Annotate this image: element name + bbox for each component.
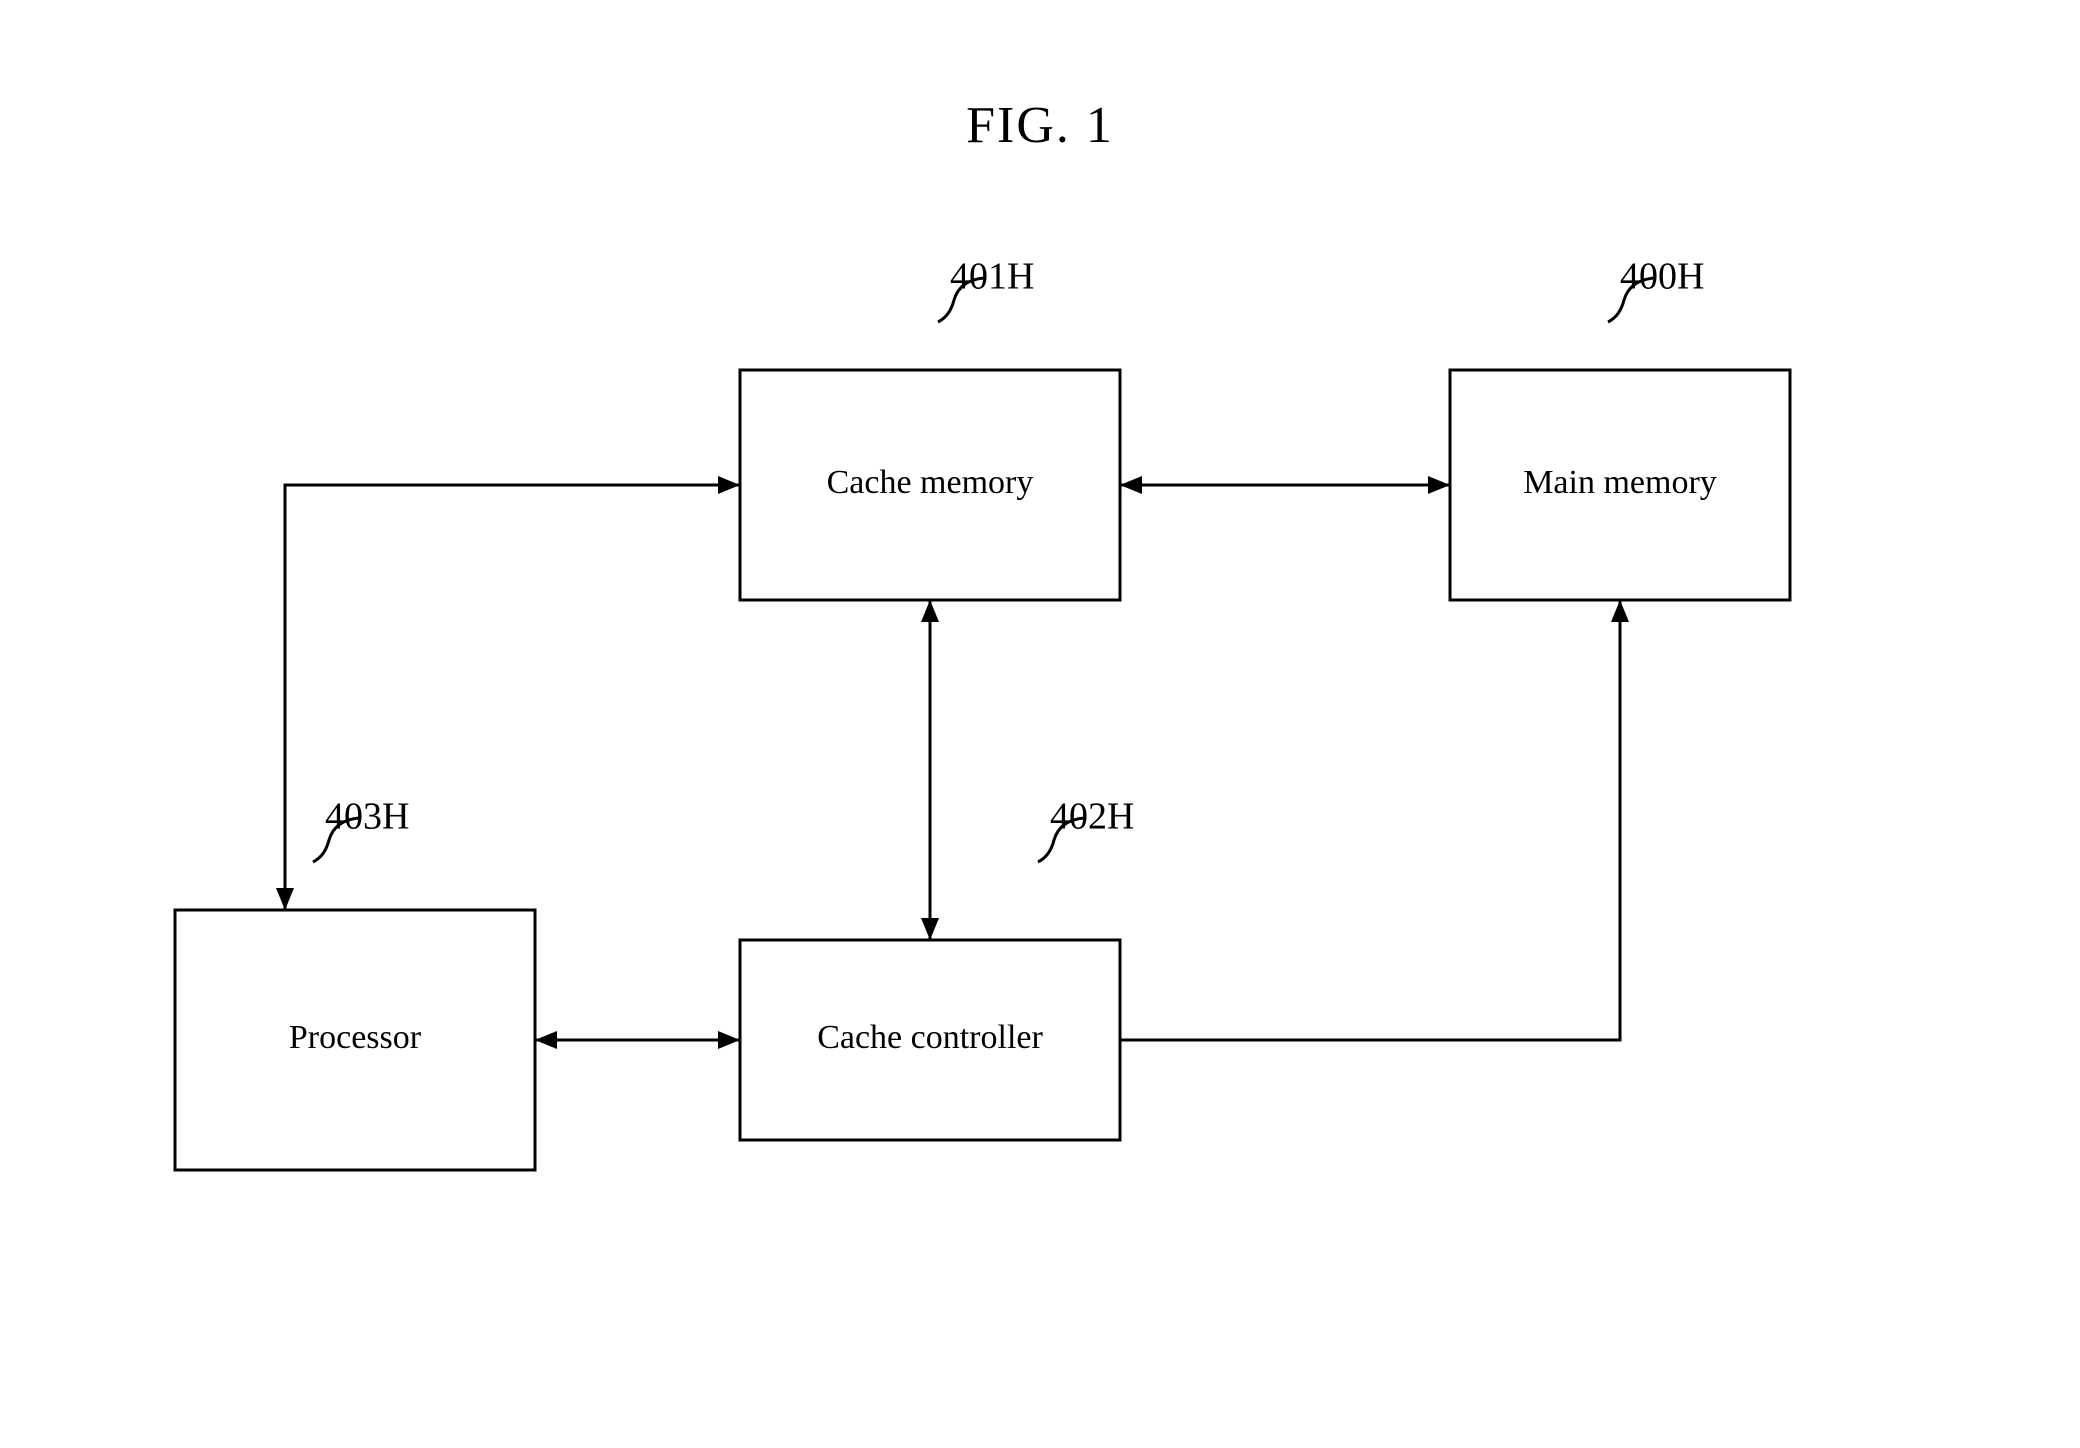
figure-title: FIG. 1: [966, 97, 1114, 154]
node-label: Cache memory: [827, 464, 1034, 501]
node-main_memory: Main memory 400H: [1450, 256, 1790, 600]
arrowhead: [921, 918, 939, 940]
edge-processor-cache_controller: [535, 1031, 740, 1049]
arrowhead: [718, 476, 740, 494]
arrowhead: [1120, 476, 1142, 494]
node-label: Processor: [289, 1019, 422, 1056]
edge-cache_memory-cache_controller: [921, 600, 939, 940]
node-ref-label: 400H: [1620, 256, 1704, 298]
node-ref-label: 403H: [325, 796, 409, 838]
diagram-canvas: FIG. 1 Cache memory 401H Main memory 400H Pro…: [0, 0, 2080, 1448]
edge-cache_controller-main_memory: [1120, 600, 1629, 1040]
node-ref-label: 402H: [1050, 796, 1134, 838]
arrowhead: [1428, 476, 1450, 494]
arrowhead: [276, 888, 294, 910]
edge-cache_memory-main_memory: [1120, 476, 1450, 494]
edge-processor-cache_memory: [276, 476, 740, 910]
node-ref-label: 401H: [950, 256, 1034, 298]
arrowhead: [535, 1031, 557, 1049]
node-cache_controller: Cache controller 402H: [740, 796, 1134, 1140]
arrowhead: [921, 600, 939, 622]
node-label: Main memory: [1523, 464, 1717, 501]
edge-line: [285, 485, 740, 910]
arrowhead: [1611, 600, 1629, 622]
node-label: Cache controller: [817, 1019, 1043, 1056]
edge-line: [1120, 600, 1620, 1040]
arrowhead: [718, 1031, 740, 1049]
node-processor: Processor 403H: [175, 796, 535, 1170]
node-cache_memory: Cache memory 401H: [740, 256, 1120, 600]
